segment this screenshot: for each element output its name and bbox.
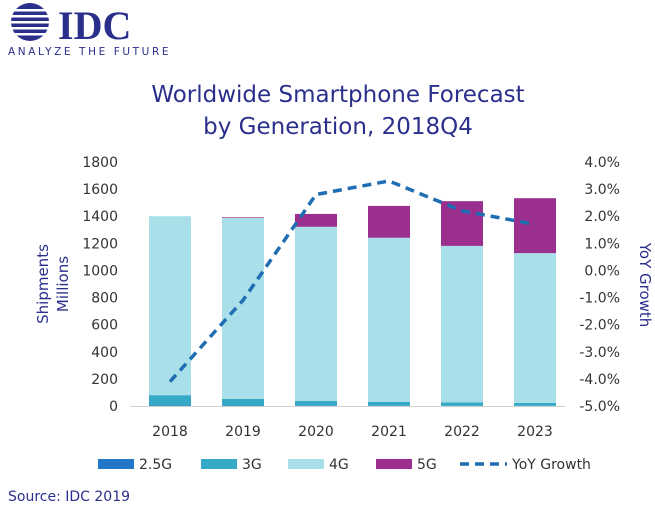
y2-tick-label: -4.0% <box>579 372 620 388</box>
legend-label-5g: 5G <box>417 457 437 473</box>
bar-segment-3g-2023 <box>514 402 556 406</box>
y-tick-label: 1400 <box>82 209 118 225</box>
bar-segment-5g-2020 <box>295 213 337 227</box>
bar-segment-4g-2023 <box>514 253 556 403</box>
logo-tagline: ANALYZE THE FUTURE <box>8 46 171 58</box>
legend-label-2-5g: 2.5G <box>139 457 172 473</box>
y2-axis-title: YoY Growth <box>636 242 654 328</box>
bar-segment-3g-2021 <box>368 401 410 406</box>
y2-tick-label: -2.0% <box>579 318 620 334</box>
legend: 2.5G 3G 4G 5G YoY Growth <box>98 457 591 473</box>
x-tick-label-2019: 2019 <box>225 424 261 440</box>
bar-segment-3g-2018 <box>149 395 191 406</box>
logo-wordmark: IDC <box>58 3 131 48</box>
y-tick-label: 1200 <box>82 236 118 252</box>
globe-icon <box>8 3 52 41</box>
y-tick-label: 1600 <box>82 182 118 198</box>
x-axis-ticks: 2018 2019 2020 2021 2022 2023 <box>152 424 553 440</box>
y2-tick-label: 4.0% <box>584 155 620 171</box>
legend-label-4g: 4G <box>329 457 349 473</box>
y2-tick-label: 3.0% <box>584 182 620 198</box>
bar-segment-4g-2022 <box>441 245 483 403</box>
y-tick-label: 200 <box>91 372 118 388</box>
bar-segment-5g-2023 <box>514 198 556 254</box>
bar-segment-4g-2020 <box>295 226 337 401</box>
x-tick-label-2020: 2020 <box>298 424 334 440</box>
y2-axis-ticks: -5.0% -4.0% -3.0% -2.0% -1.0% 0.0% 1.0% 2.0% 3.0… <box>579 155 620 415</box>
idc-logo: IDC ANALYZE THE FUTURE <box>8 3 171 58</box>
bar-segment-3g-2019 <box>222 398 264 406</box>
y2-tick-label: 1.0% <box>584 236 620 252</box>
bar-segment-2-5g-2018 <box>149 405 191 406</box>
yoy-growth-line <box>168 179 536 383</box>
y-tick-label: 1800 <box>82 155 118 171</box>
bar-segment-5g-2021 <box>368 205 410 238</box>
y-tick-label: 1000 <box>82 263 118 279</box>
y2-tick-label: -1.0% <box>579 291 620 307</box>
chart-title-line-2: by Generation, 2018Q4 <box>203 114 473 140</box>
bar-segment-5g-2019 <box>222 217 264 218</box>
x-tick-label-2021: 2021 <box>371 424 407 440</box>
y-tick-label: 400 <box>91 345 118 361</box>
legend-label-yoy-growth: YoY Growth <box>511 457 591 473</box>
bar-segment-3g-2020 <box>295 400 337 406</box>
legend-label-3g: 3G <box>242 457 262 473</box>
source-note: Source: IDC 2019 <box>8 489 130 505</box>
y-axis-ticks: 0 200 400 600 800 1000 1200 1400 1600 1800 <box>82 155 118 415</box>
x-tick-label-2023: 2023 <box>517 424 553 440</box>
y-tick-label: 600 <box>91 318 118 334</box>
y2-tick-label: 0.0% <box>584 263 620 279</box>
legend-swatch-4g <box>288 459 324 469</box>
y-axis-title-line-1: Shipments <box>34 244 52 324</box>
y-tick-label: 800 <box>91 291 118 307</box>
bar-segment-4g-2018 <box>149 216 191 396</box>
x-tick-label-2022: 2022 <box>444 424 480 440</box>
bar-segment-3g-2022 <box>441 402 483 406</box>
y2-tick-label: 2.0% <box>584 209 620 225</box>
bar-segment-4g-2021 <box>368 237 410 402</box>
legend-swatch-5g <box>376 459 412 469</box>
bar-segment-4g-2019 <box>222 217 264 399</box>
bar-segment-2-5g-2020 <box>295 405 337 407</box>
y2-tick-label: -5.0% <box>579 399 620 415</box>
legend-swatch-2-5g <box>98 459 134 469</box>
bar-segment-5g-2022 <box>441 201 483 246</box>
y2-tick-label: -3.0% <box>579 345 620 361</box>
bars <box>149 198 556 407</box>
chart-title-line-1: Worldwide Smartphone Forecast <box>151 82 524 108</box>
legend-swatch-3g <box>201 459 237 469</box>
y-tick-label: 0 <box>109 399 118 415</box>
bar-segment-2-5g-2019 <box>222 405 264 407</box>
x-tick-label-2018: 2018 <box>152 424 188 440</box>
y-axis-title-line-2: Millions <box>54 256 72 312</box>
